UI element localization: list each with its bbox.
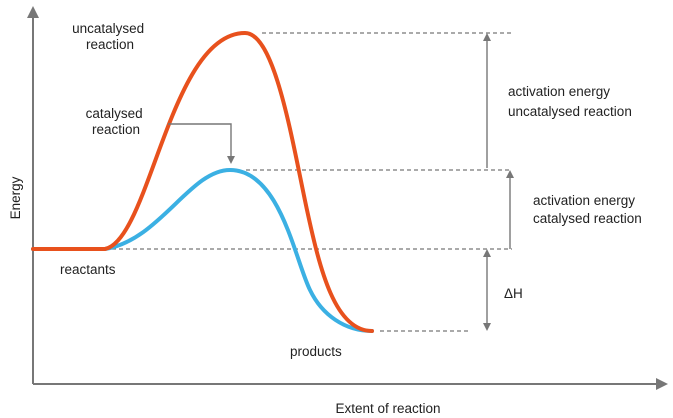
products-label: products [290, 344, 342, 359]
uncatalysed-label-line-1: uncatalysed [72, 21, 144, 36]
activation-catalysed-line-2: catalysed reaction [533, 211, 642, 226]
x-axis-label: Extent of reaction [335, 401, 440, 416]
y-axis-label: Energy [8, 176, 23, 219]
activation-uncatalysed-line-1: activation energy [508, 84, 610, 99]
uncatalysed-label-line-2: reaction [86, 37, 134, 52]
activation-catalysed-line-1: activation energy [533, 193, 635, 208]
delta-h-label: ΔH [504, 286, 523, 301]
uncatalysed-curve [31, 30, 374, 333]
catalysed-label-line-2: reaction [92, 122, 140, 137]
catalysed-label-pointer [168, 123, 235, 164]
activation-uncatalysed-label: activation energy uncatalysed reaction [508, 84, 632, 119]
activation-catalysed-label: activation energy catalysed reaction [533, 193, 642, 226]
catalysed-label-line-1: catalysed [86, 106, 143, 121]
catalysed-label: catalysed reaction [86, 106, 147, 137]
reactants-label: reactants [60, 262, 116, 277]
uncatalysed-label: uncatalysed reaction [72, 21, 148, 52]
catalysed-curve [31, 167, 374, 333]
activation-uncatalysed-line-2: uncatalysed reaction [508, 104, 632, 119]
